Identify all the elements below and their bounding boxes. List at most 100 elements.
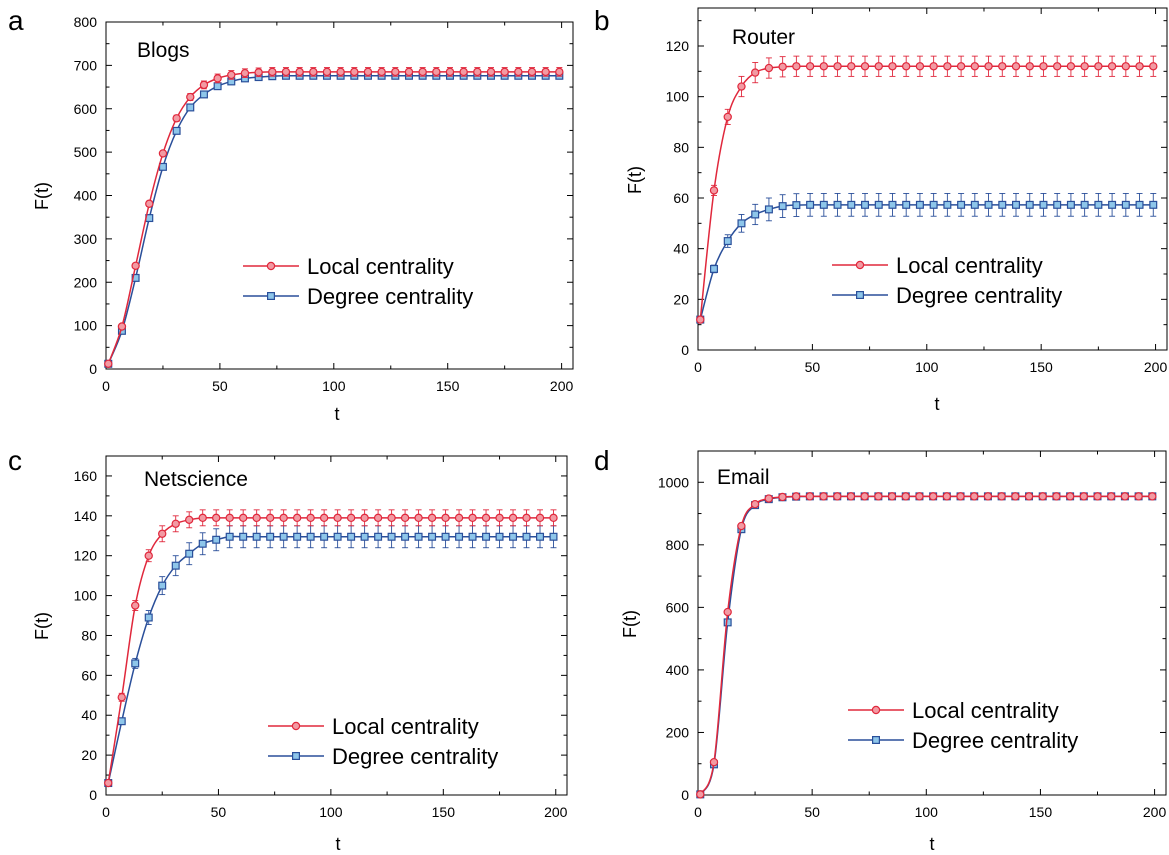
- data-point: [428, 532, 437, 541]
- data-point: [833, 492, 842, 501]
- series-local: [104, 67, 564, 368]
- series-line: [699, 204, 1154, 320]
- data-point: [723, 237, 732, 246]
- y-tick-label: 700: [74, 57, 98, 73]
- legend-label: Degree centrality: [896, 283, 1062, 308]
- data-point: [350, 67, 359, 77]
- data-point: [915, 62, 925, 71]
- data-point: [555, 67, 564, 77]
- data-point: [360, 532, 369, 541]
- data-point: [117, 717, 126, 726]
- data-point: [874, 492, 883, 501]
- data-point: [185, 549, 194, 558]
- data-point: [806, 200, 815, 209]
- data-point: [1093, 492, 1102, 501]
- data-point: [847, 62, 856, 71]
- data-point: [970, 492, 979, 501]
- data-point: [225, 532, 234, 541]
- series-line: [107, 75, 560, 365]
- y-axis-title: F(t): [625, 166, 645, 194]
- data-point: [495, 532, 504, 541]
- data-point: [414, 513, 423, 523]
- data-point: [212, 535, 221, 544]
- x-axis-title: t: [934, 394, 939, 414]
- y-tick-label: 0: [89, 787, 97, 803]
- legend-marker: [266, 261, 276, 271]
- data-point: [171, 519, 180, 529]
- data-point: [1121, 200, 1130, 209]
- data-point: [1094, 200, 1103, 209]
- data-point: [737, 82, 746, 91]
- y-tick-label: 400: [666, 662, 690, 678]
- data-point: [322, 67, 332, 77]
- panel-letter: b: [594, 5, 610, 36]
- data-point: [901, 492, 910, 501]
- data-point: [279, 532, 288, 541]
- data-point: [997, 492, 1006, 501]
- legend-marker: [291, 721, 301, 731]
- legend-label: Local centrality: [912, 698, 1059, 723]
- panel-letter: a: [8, 5, 24, 36]
- data-point: [1066, 200, 1075, 209]
- plot-frame: [697, 7, 1168, 351]
- data-point: [1094, 62, 1103, 71]
- x-tick-label: 50: [804, 804, 820, 820]
- x-tick-label: 150: [436, 378, 460, 394]
- data-point: [171, 561, 180, 570]
- data-point: [833, 62, 842, 71]
- data-point: [888, 200, 897, 209]
- series-degree: [696, 192, 1158, 324]
- data-point: [984, 200, 993, 209]
- y-tick-label: 0: [681, 787, 689, 803]
- data-point: [778, 492, 787, 502]
- data-point: [473, 67, 482, 77]
- data-point: [482, 532, 491, 541]
- data-point: [158, 581, 167, 590]
- data-point: [486, 67, 496, 77]
- data-point: [213, 82, 222, 91]
- data-point: [1149, 200, 1158, 209]
- plot-frame: [697, 450, 1167, 796]
- x-tick-label: 200: [550, 378, 574, 394]
- legend-marker: [292, 751, 301, 760]
- panel-c: c Netscience 0 50 100 150 200 0 20 40 60 80 100 120 14…: [8, 445, 568, 854]
- data-point: [441, 513, 450, 523]
- x-tick-label: 100: [322, 378, 346, 394]
- data-point: [943, 200, 952, 209]
- data-point: [764, 494, 773, 503]
- data-point: [199, 90, 208, 99]
- x-tick-label: 100: [915, 804, 939, 820]
- x-tick-label: 50: [212, 378, 228, 394]
- series-line: [699, 65, 1154, 320]
- y-tick-label: 400: [74, 188, 98, 204]
- data-point: [509, 532, 518, 541]
- data-point: [1120, 492, 1130, 501]
- data-point: [468, 513, 477, 523]
- y-tick-label: 800: [74, 14, 98, 30]
- data-point: [500, 67, 509, 77]
- data-point: [198, 513, 207, 523]
- data-point: [874, 200, 883, 209]
- panel-b: b Router 0 50 100 150 200 0 20 40 60 80 100 120 t F(t) L…: [594, 5, 1168, 414]
- data-point: [391, 67, 400, 77]
- data-point: [846, 492, 856, 501]
- data-point: [252, 513, 261, 523]
- panel-title: Blogs: [137, 39, 190, 62]
- data-point: [833, 200, 842, 209]
- data-point: [293, 532, 302, 541]
- data-point: [764, 63, 774, 73]
- y-tick-label: 800: [666, 537, 690, 553]
- x-tick-label: 50: [211, 804, 227, 820]
- y-tick-label: 60: [673, 190, 689, 206]
- data-point: [145, 199, 154, 208]
- data-point: [1149, 62, 1158, 71]
- y-tick-label: 500: [74, 144, 98, 160]
- y-tick-label: 0: [681, 342, 689, 358]
- y-tick-label: 600: [74, 101, 98, 117]
- panel-d: d Email 0 50 100 150 200 0 200 400 600 800 1000 t F(t)…: [594, 445, 1167, 854]
- data-point: [888, 62, 897, 71]
- data-point: [387, 532, 396, 541]
- data-point: [281, 67, 291, 77]
- legend-label: Local centrality: [307, 254, 454, 279]
- y-tick-label: 80: [81, 627, 97, 643]
